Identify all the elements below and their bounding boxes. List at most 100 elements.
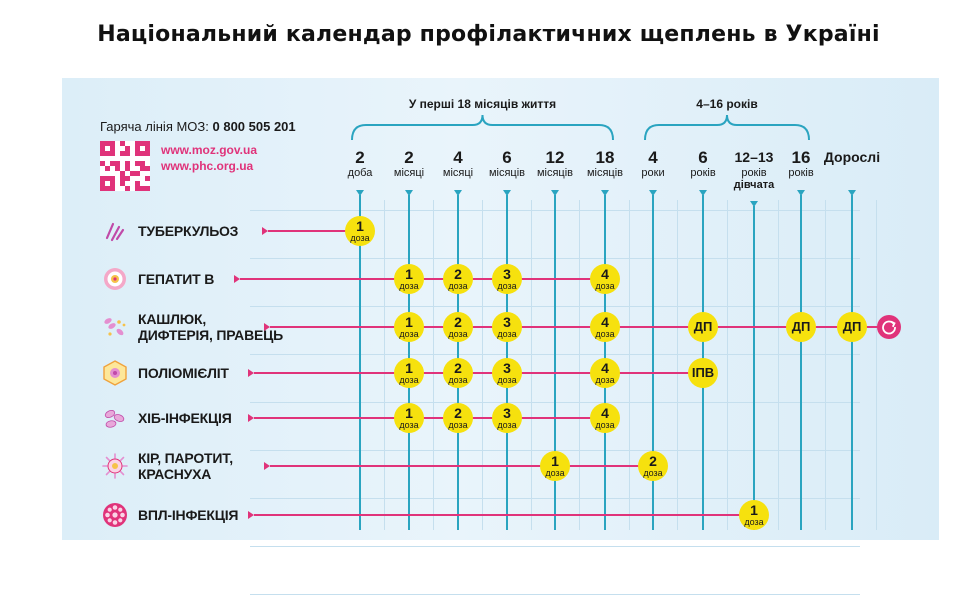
schedule-arrow [262,227,268,235]
timeline-line [359,195,361,530]
timeline-line [554,195,556,530]
age-number: 6 [698,148,708,167]
dose-unit: доза [497,281,517,291]
website-link-moz[interactable]: www.moz.gov.ua [161,143,258,157]
timeline-arrow [649,190,657,196]
dose-unit: доза [399,375,419,385]
dose-unit: доза [643,468,663,478]
measles-icon [102,453,128,479]
vaccine-name: ПОЛІОМІЄЛІТ [138,365,229,381]
vaccine-name: ТУБЕРКУЛЬОЗ [138,223,238,239]
age-number: 4 [453,148,463,167]
dose-unit: доза [497,329,517,339]
dose-number: 4 [601,314,609,330]
hepatitis-b-icon [102,266,128,292]
grid-line [876,200,877,530]
dose-unit: доза [399,329,419,339]
age-unit: років [788,167,814,179]
age-number: 6 [502,148,512,167]
dose-marker: 2 доза [443,312,473,342]
grid-line [727,200,728,530]
dose-marker: 4 доза [590,312,620,342]
timeline-line [800,195,802,530]
dose-number: 2 [649,453,657,469]
timeline-arrow [454,190,462,196]
dose-unit: доза [744,517,764,527]
vaccine-name: ВПЛ-ІНФЕКЦІЯ [138,507,238,523]
age-header: 4 місяці [443,148,473,179]
age-header: Дорослі [824,148,880,167]
dose-unit: доза [545,468,565,478]
hotline-number[interactable]: 0 800 505 201 [212,119,296,134]
dose-number: 1 [405,266,413,282]
vaccine-name-line: ДИФТЕРІЯ, ПРАВЕЦЬ [138,327,284,343]
grid-line [384,200,385,530]
vaccine-name: ГЕПАТИТ В [138,271,214,287]
repeat-icon [877,315,901,339]
dose-marker: 1 доза [739,500,769,530]
dose-number: 2 [454,314,462,330]
dose-marker: 1 доза [540,451,570,481]
schedule-arrow [264,462,270,470]
hpv-icon [102,502,128,528]
schedule-line [254,417,605,419]
dose-marker: 1 доза [394,358,424,388]
page-title: Національний календар профілактичних щеп… [97,22,880,47]
vaccine-name-line: ПОЛІОМІЄЛІТ [138,365,229,381]
age-number: 18 [595,148,615,167]
timeline-line [652,195,654,530]
dose-number: 2 [454,266,462,282]
schedule-arrow [264,323,270,331]
dose-marker: ДП [688,312,718,342]
dose-marker: 2 доза [443,264,473,294]
grid-line [629,200,630,530]
period-label: 4–16 років [696,97,758,111]
dose-number: 1 [405,360,413,376]
grid-line [677,200,678,530]
schedule-arrow [234,275,240,283]
dose-marker: ДП [837,312,867,342]
period-braces [351,114,810,141]
timeline-arrow [601,190,609,196]
website-link-phc[interactable]: www.phc.org.ua [161,159,254,173]
age-unit: доба [347,167,373,179]
age-header: 16 років [788,148,813,179]
dose-unit: доза [448,329,468,339]
dose-unit: доза [595,420,615,430]
dose-unit: доза [399,420,419,430]
dose-marker: 1 доза [394,403,424,433]
dose-number: 1 [405,314,413,330]
age-unit: місяців [536,167,574,179]
age-number: 12 [545,148,565,167]
dose-number: 1 [551,453,559,469]
dose-number: 3 [503,314,511,330]
age-number: Дорослі [823,149,881,165]
age-unit: років [690,167,716,179]
dose-marker: 1 доза [394,312,424,342]
grid-line [250,546,860,547]
timeline-arrow [356,190,364,196]
age-unit: місяців [488,167,526,179]
polio-icon [102,360,128,386]
timeline-arrow [797,190,805,196]
age-unit: місяці [393,167,425,179]
dose-marker: 2 доза [443,358,473,388]
grid-line [825,200,826,530]
vaccine-name-line: КРАСНУХА [138,466,212,482]
vaccine-name-line: ГЕПАТИТ В [138,271,215,287]
dose-marker: ДП [786,312,816,342]
age-unit: місяці [442,167,474,179]
vaccine-name: ХІБ-ІНФЕКЦІЯ [138,410,232,426]
dose-number: ДП [693,319,713,334]
dose-number: ДП [791,319,811,334]
dose-number: 1 [750,502,758,518]
schedule-line [268,230,360,232]
dose-marker: 4 доза [590,264,620,294]
age-number: 2 [404,148,414,167]
age-number: 16 [791,148,811,167]
qr-code-icon [100,141,150,191]
age-unit: років [741,167,767,179]
dose-unit: доза [448,375,468,385]
dose-number: 4 [601,360,609,376]
dose-number: 3 [503,405,511,421]
